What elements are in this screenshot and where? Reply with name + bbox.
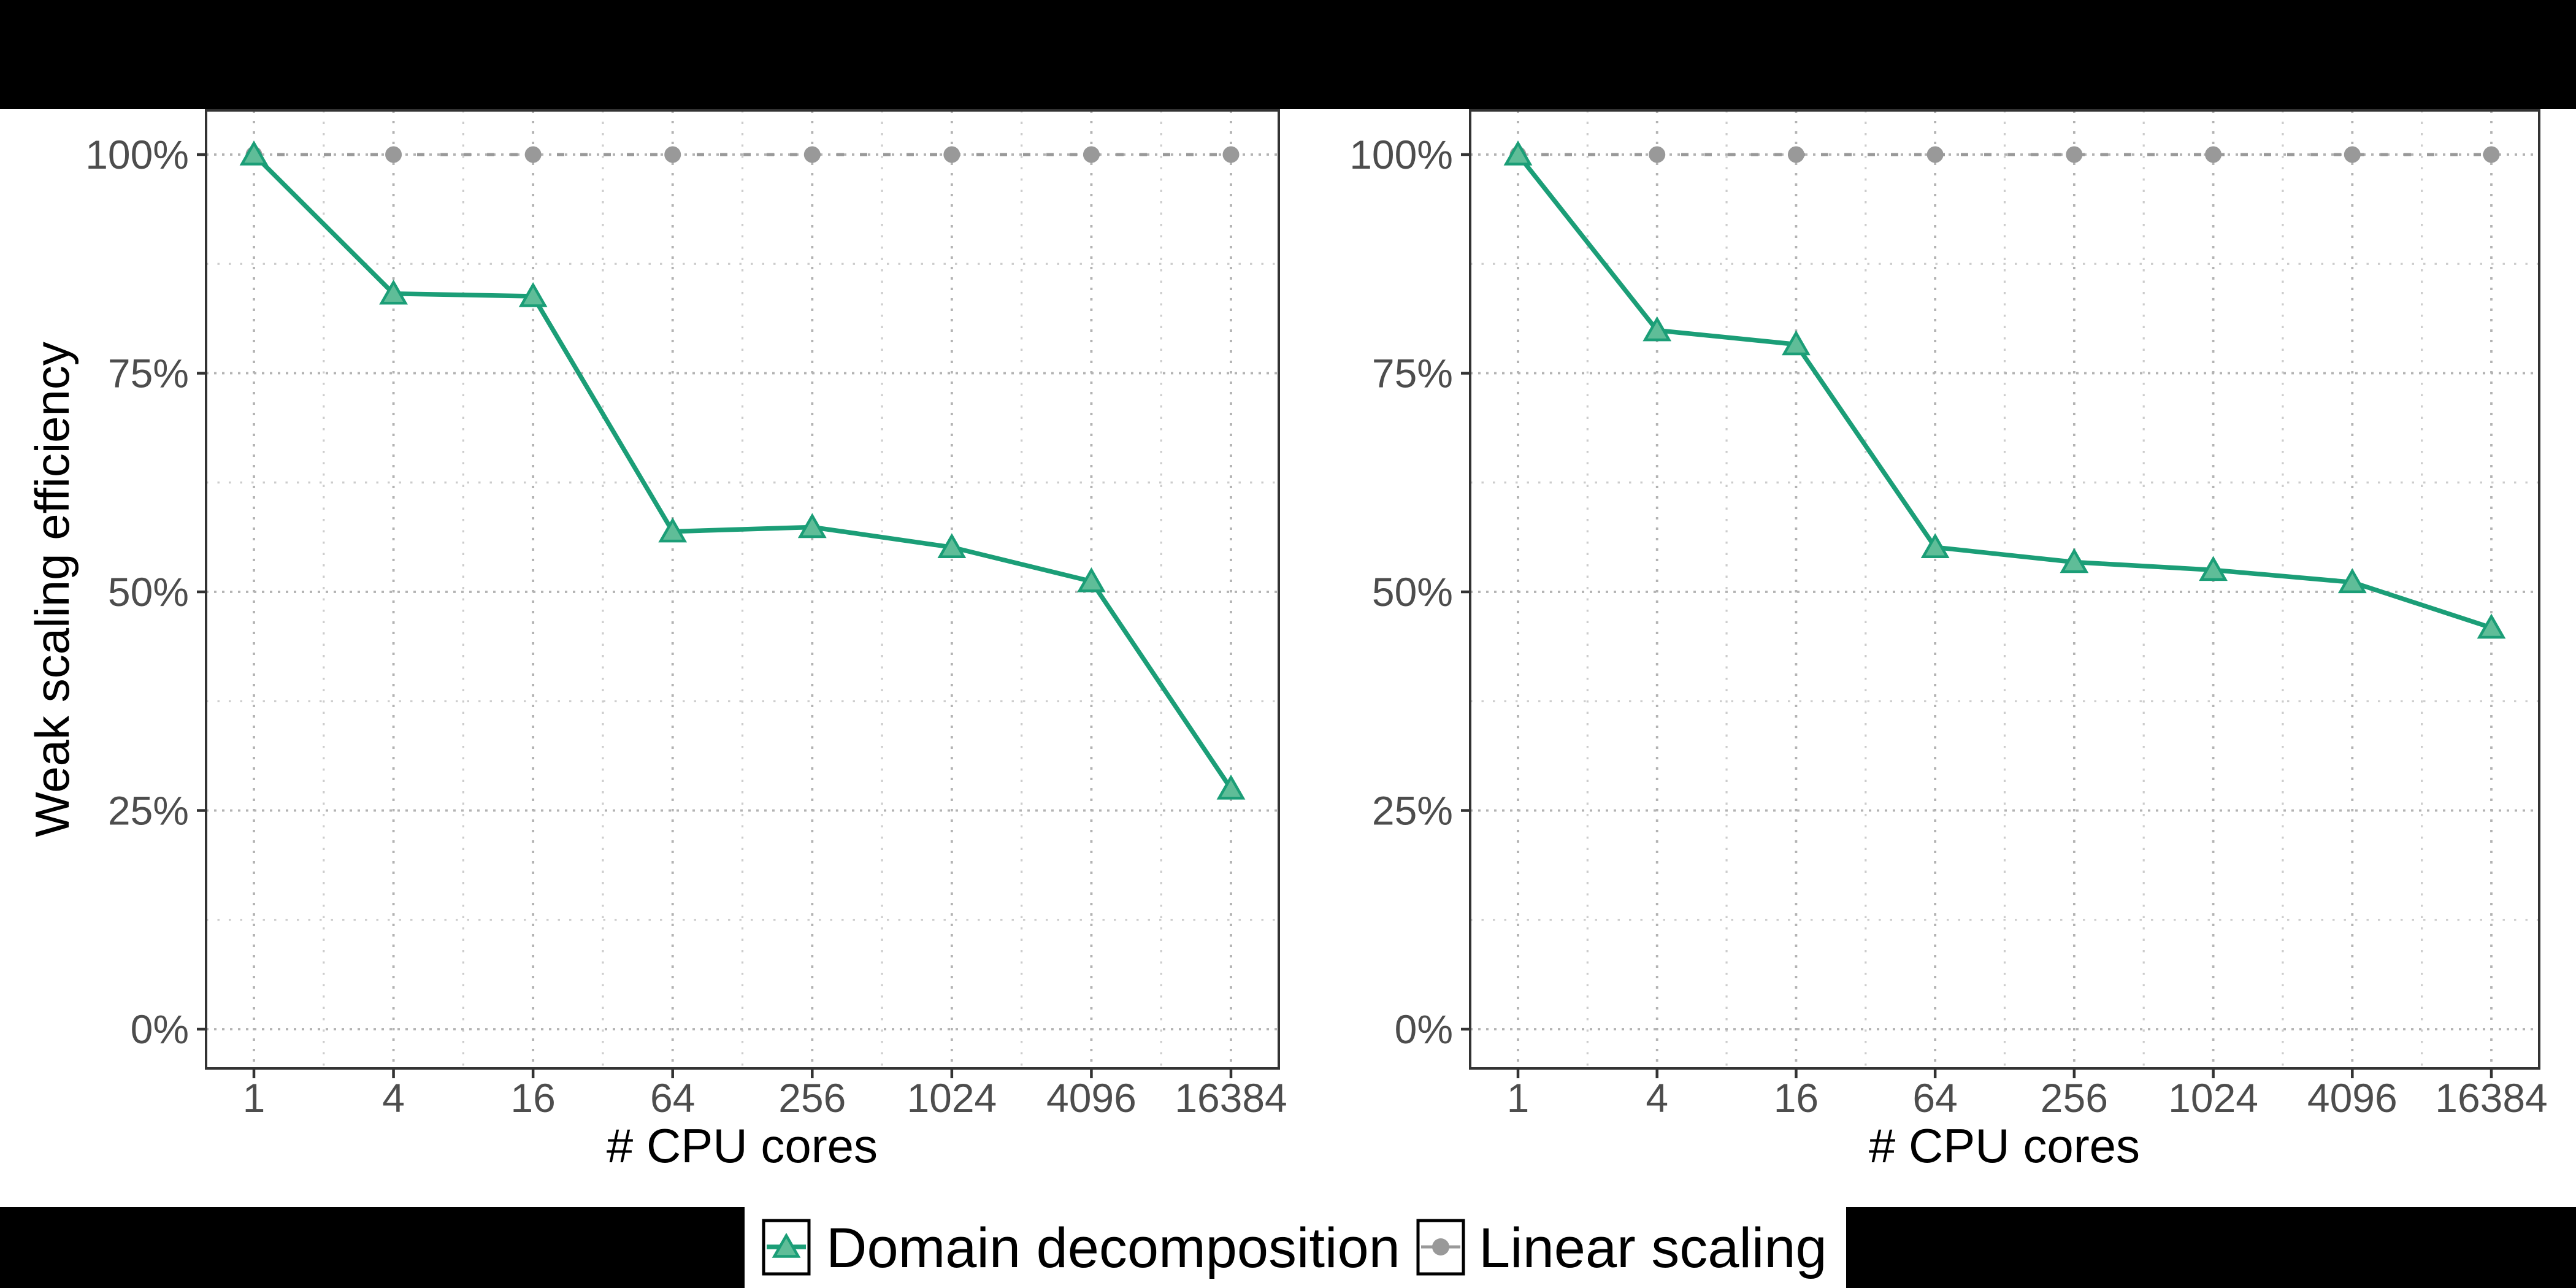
linear-scaling-point bbox=[943, 146, 960, 163]
domain-decomposition-point bbox=[1920, 533, 1950, 559]
linear-scaling-point bbox=[1787, 146, 1804, 163]
domain-decomposition-point bbox=[2060, 548, 2089, 573]
linear-scaling-point bbox=[1926, 146, 1944, 163]
x-tick-label: 1024 bbox=[907, 1075, 997, 1121]
triangle-marker-icon bbox=[772, 1232, 801, 1258]
x-tick-label: 4096 bbox=[1046, 1075, 1137, 1121]
domain-decomposition-point bbox=[1643, 316, 1672, 342]
y-tick-label: 25% bbox=[1372, 788, 1453, 834]
y-tick-label: 50% bbox=[1372, 569, 1453, 615]
legend-label-domain-decomposition: Domain decomposition bbox=[826, 1217, 1400, 1279]
linear-scaling-point bbox=[2205, 146, 2222, 163]
domain-decomposition-point bbox=[2477, 613, 2506, 639]
domain-decomposition-point bbox=[937, 533, 967, 559]
y-tick-label: 25% bbox=[108, 788, 189, 834]
domain-decomposition-point bbox=[1503, 140, 1533, 166]
linear-scaling-point bbox=[664, 146, 681, 163]
domain-decomposition-point bbox=[239, 140, 269, 166]
x-tick-label: 64 bbox=[1912, 1075, 1957, 1121]
legend: Domain decomposition Linear scaling bbox=[745, 1207, 1846, 1288]
facets-container: 100%75%50%25%0%1 4 16 64 256 1024 4096 16384100… bbox=[85, 109, 2548, 1121]
x-tick-label: 4 bbox=[1646, 1075, 1668, 1121]
x-tick-label: 1 bbox=[243, 1075, 266, 1121]
domain-decomposition-line bbox=[1516, 152, 2494, 631]
y-tick-label: 75% bbox=[108, 351, 189, 396]
legend-key-domain-decomposition bbox=[762, 1219, 811, 1276]
facet-right: 100% 75% 50% 25% 0% 1 4 16 64 256 1024 4096 16384 bbox=[1349, 109, 2548, 1121]
linear-scaling-point bbox=[2066, 146, 2083, 163]
x-axis-title-left: # CPU cores bbox=[607, 1119, 878, 1173]
linear-scaling-point bbox=[2344, 146, 2361, 163]
domain-decomposition-point bbox=[1782, 330, 1811, 356]
y-tick-label: 50% bbox=[108, 569, 189, 615]
x-tick-label: 16 bbox=[1774, 1075, 1819, 1121]
domain-decomposition-point bbox=[1077, 567, 1106, 592]
linear-scaling-point bbox=[385, 146, 402, 163]
x-tick-label: 64 bbox=[650, 1075, 695, 1121]
x-tick-label: 256 bbox=[2041, 1075, 2108, 1121]
panel-border bbox=[1469, 109, 2540, 1070]
linear-scaling-point bbox=[1222, 146, 1240, 163]
x-tick-label: 1 bbox=[1507, 1075, 1530, 1121]
x-tick-label: 4 bbox=[382, 1075, 405, 1121]
x-tick-label: 1024 bbox=[2168, 1075, 2258, 1121]
domain-decomposition-line bbox=[251, 152, 1233, 791]
domain-decomposition-point bbox=[518, 282, 548, 307]
domain-decomposition-point bbox=[797, 513, 827, 539]
legend-label-linear-scaling: Linear scaling bbox=[1479, 1217, 1827, 1279]
x-tick-label: 4096 bbox=[2307, 1075, 2398, 1121]
domain-decomposition-point bbox=[2199, 556, 2228, 581]
linear-scaling-point bbox=[2483, 146, 2500, 163]
domain-decomposition-point bbox=[379, 279, 408, 305]
y-tick-label: 100% bbox=[85, 132, 189, 177]
legend-key-linear-scaling bbox=[1416, 1219, 1465, 1276]
y-tick-label: 0% bbox=[131, 1006, 189, 1052]
y-tick-label: 0% bbox=[1395, 1006, 1453, 1052]
x-tick-label: 256 bbox=[778, 1075, 846, 1121]
top-banner bbox=[0, 0, 2576, 109]
y-tick-label: 75% bbox=[1372, 351, 1453, 396]
linear-scaling-point bbox=[803, 146, 821, 163]
linear-scaling-point bbox=[1649, 146, 1666, 163]
domain-decomposition-point bbox=[658, 517, 688, 543]
y-axis-title: Weak scaling efficiency bbox=[25, 342, 79, 837]
x-axis-title-right: # CPU cores bbox=[1869, 1119, 2140, 1173]
circle-marker-icon bbox=[1432, 1238, 1449, 1255]
legend-strip bbox=[745, 1207, 1846, 1288]
y-tick-label: 100% bbox=[1349, 132, 1453, 177]
linear-scaling-point bbox=[1083, 146, 1100, 163]
x-tick-label: 16384 bbox=[1175, 1075, 1287, 1121]
domain-decomposition-point bbox=[1216, 774, 1246, 800]
domain-decomposition-point bbox=[2337, 568, 2367, 594]
facet-left: 100% 75% 50% 25% 0% 1 4 16 64 256 1024 4096 16384 bbox=[85, 109, 1287, 1121]
x-tick-label: 16384 bbox=[2435, 1075, 2548, 1121]
linear-scaling-point bbox=[524, 146, 542, 163]
panel-border bbox=[205, 109, 1280, 1070]
x-tick-label: 16 bbox=[510, 1075, 555, 1121]
